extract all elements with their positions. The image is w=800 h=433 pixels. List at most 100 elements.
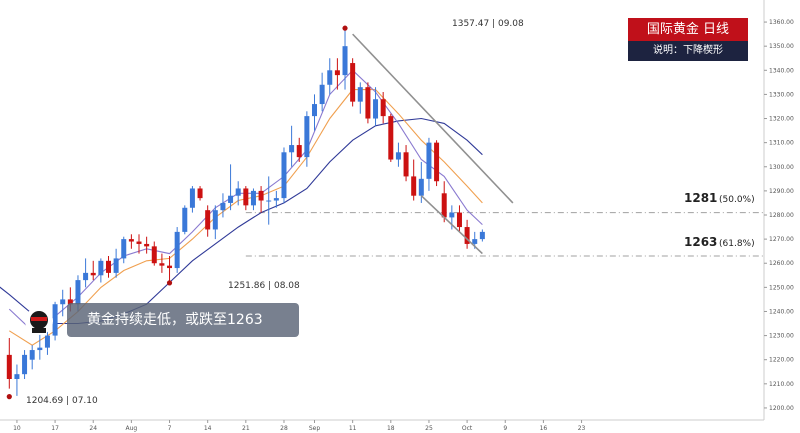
candle-body bbox=[426, 142, 432, 179]
wedge-upper-line bbox=[352, 33, 514, 204]
candle bbox=[159, 253, 165, 273]
high-annotation: 1357.47 | 09.08 bbox=[452, 19, 524, 29]
candle-body bbox=[304, 116, 310, 158]
candle-body bbox=[350, 63, 356, 102]
y-tick-label: 1200.00 bbox=[769, 405, 794, 412]
callout-text: 黄金持续走低，或跌至1263 bbox=[87, 312, 263, 328]
candle bbox=[151, 241, 157, 266]
level1-value: 1281 bbox=[684, 191, 717, 205]
candle bbox=[380, 92, 386, 124]
candle bbox=[6, 338, 12, 389]
candle-body bbox=[250, 190, 256, 206]
candle bbox=[441, 181, 447, 223]
candle-body bbox=[189, 188, 195, 208]
y-tick-label: 1300.00 bbox=[769, 164, 794, 171]
candle-body bbox=[327, 70, 333, 85]
level2-value: 1263 bbox=[684, 235, 717, 249]
candle bbox=[350, 58, 356, 107]
candle bbox=[304, 111, 310, 167]
candle bbox=[60, 289, 66, 317]
y-tick-label: 1320.00 bbox=[769, 116, 794, 123]
candle-body bbox=[403, 152, 409, 177]
grid-layer bbox=[245, 212, 764, 257]
candle bbox=[228, 164, 234, 211]
candle-body bbox=[388, 116, 394, 160]
candle bbox=[189, 186, 195, 213]
candle-body bbox=[90, 272, 96, 276]
candle bbox=[281, 147, 287, 203]
x-tick-label: 16 bbox=[540, 425, 548, 432]
candle bbox=[136, 234, 142, 254]
ma-short-line bbox=[8, 69, 483, 332]
candle-body bbox=[29, 350, 35, 360]
y-tick-label: 1250.00 bbox=[769, 284, 794, 291]
candle-body bbox=[121, 239, 127, 259]
candle bbox=[327, 58, 333, 95]
y-tick-label: 1210.00 bbox=[769, 381, 794, 388]
candle bbox=[388, 113, 394, 162]
candle-body bbox=[22, 354, 28, 375]
high-point-marker bbox=[342, 25, 348, 31]
candle-body bbox=[136, 241, 142, 244]
candle-body bbox=[6, 354, 12, 379]
candle-body bbox=[365, 87, 371, 119]
candle bbox=[334, 58, 340, 90]
ma-mid-line bbox=[9, 89, 483, 346]
candle-body bbox=[44, 335, 50, 348]
x-tick-label: 25 bbox=[425, 425, 433, 432]
candle-body bbox=[258, 190, 264, 201]
candle-body bbox=[449, 212, 455, 218]
candle bbox=[266, 176, 272, 225]
candle-body bbox=[281, 152, 287, 199]
candle-body bbox=[113, 258, 119, 273]
level2-pct: (61.8%) bbox=[719, 239, 755, 249]
candle-body bbox=[14, 374, 20, 379]
ma-long-line bbox=[0, 117, 483, 325]
candle bbox=[426, 137, 432, 191]
candle-body bbox=[37, 347, 43, 351]
low2-annotation: 1251.86 | 08.08 bbox=[228, 281, 300, 291]
candle-body bbox=[174, 231, 180, 269]
wedge-lower-line bbox=[420, 195, 483, 255]
y-tick-label: 1280.00 bbox=[769, 212, 794, 219]
candle-body bbox=[67, 299, 73, 305]
candle-body bbox=[464, 227, 470, 244]
candle-body bbox=[98, 260, 104, 276]
x-tick-label: Oct bbox=[462, 425, 473, 432]
x-tick-label: 11 bbox=[349, 425, 357, 432]
candle bbox=[174, 227, 180, 273]
candle-body bbox=[266, 200, 272, 202]
candle-body bbox=[289, 145, 295, 153]
candle-body bbox=[380, 99, 386, 117]
low2-point-marker bbox=[166, 280, 173, 286]
wedge-layer bbox=[352, 33, 514, 255]
candle-body bbox=[411, 176, 417, 196]
candle bbox=[83, 258, 89, 288]
candle bbox=[395, 142, 401, 167]
candle-body bbox=[479, 231, 485, 240]
candle bbox=[197, 186, 203, 201]
candle bbox=[128, 234, 134, 249]
low1-annotation: 1204.69 | 07.10 bbox=[26, 396, 98, 406]
candle-body bbox=[182, 207, 188, 232]
candle bbox=[44, 328, 50, 355]
candle-body bbox=[105, 260, 111, 273]
candle-body bbox=[243, 188, 249, 206]
candle bbox=[434, 140, 440, 187]
chart-subtitle-badge: 说明：下降楔形 bbox=[628, 41, 748, 61]
x-tick-label: 23 bbox=[578, 425, 586, 432]
candle-body bbox=[151, 246, 157, 264]
candle bbox=[98, 258, 104, 283]
candle bbox=[52, 301, 58, 341]
candle-body bbox=[167, 265, 173, 269]
candle bbox=[319, 72, 325, 112]
candle bbox=[403, 145, 409, 182]
candle-body bbox=[197, 188, 203, 199]
y-tick-label: 1230.00 bbox=[769, 333, 794, 340]
candle-body bbox=[373, 99, 379, 119]
candle-body bbox=[472, 239, 478, 244]
candle bbox=[411, 159, 417, 201]
candle-body bbox=[220, 202, 226, 211]
candle-body bbox=[144, 243, 150, 247]
